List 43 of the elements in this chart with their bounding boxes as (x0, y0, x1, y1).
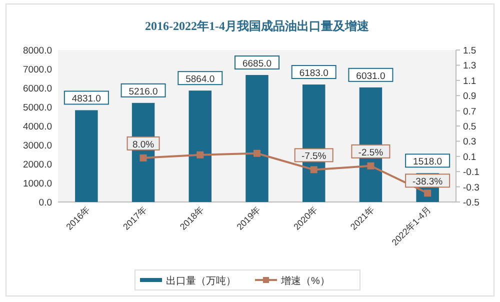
point (310, 166, 318, 174)
chart-title: 2016-2022年1-4月我国成品油出口量及增速 (145, 19, 370, 33)
data-label: 5216.0 (128, 86, 158, 98)
y-tick-label: 1000.0 (22, 178, 52, 190)
data-label: 6031.0 (356, 70, 386, 82)
legend-label: 增速（%） (280, 275, 330, 287)
point (424, 190, 432, 197)
y-tick-label: 5000.0 (22, 102, 52, 114)
y2-tick-label: 0.7 (463, 106, 476, 118)
y2-tick-label: 0.3 (463, 136, 476, 148)
y-tick-label: 2000.0 (22, 160, 52, 170)
y2-tick-label: 0.9 (463, 91, 476, 102)
point (196, 151, 204, 158)
y2-tick-label: 1.5 (463, 46, 476, 56)
y-tick-label: 7000.0 (22, 64, 52, 76)
point (140, 154, 147, 162)
y2-tick-label: -0.5 (463, 198, 480, 208)
point (254, 150, 260, 157)
data-label: 6183.0 (299, 68, 328, 80)
y-tick-label: 3000.0 (22, 140, 52, 152)
y2-tick-label: -0.1 (463, 167, 480, 178)
y2-tick-label: -0.3 (463, 182, 480, 194)
y2-tick-label: 0.5 (463, 122, 476, 132)
point (367, 162, 374, 170)
data-label: 1518.0 (413, 156, 442, 168)
data-label: 4831.0 (72, 94, 101, 105)
legend-label: 出口量（万吨） (166, 275, 236, 287)
y2-tick-label: 1.3 (463, 60, 476, 72)
bar (246, 74, 268, 202)
y-tick-label: 8000.0 (22, 46, 52, 56)
data-label: 8.0% (132, 139, 155, 150)
bar (188, 90, 212, 202)
data-label: 6685.0 (242, 58, 272, 70)
y-tick-label: 6000.0 (22, 84, 52, 94)
bar (75, 110, 98, 202)
data-label: -2.5% (358, 147, 384, 158)
data-label: -38.3% (412, 176, 444, 188)
y2-tick-label: 0.1 (463, 152, 476, 163)
y-tick-label: 0.0 (38, 198, 52, 208)
y-tick-label: 4000.0 (22, 122, 52, 132)
y2-tick-label: 1.1 (463, 76, 476, 87)
data-label: -7.5% (301, 151, 327, 162)
data-label: 5864.0 (186, 74, 215, 86)
